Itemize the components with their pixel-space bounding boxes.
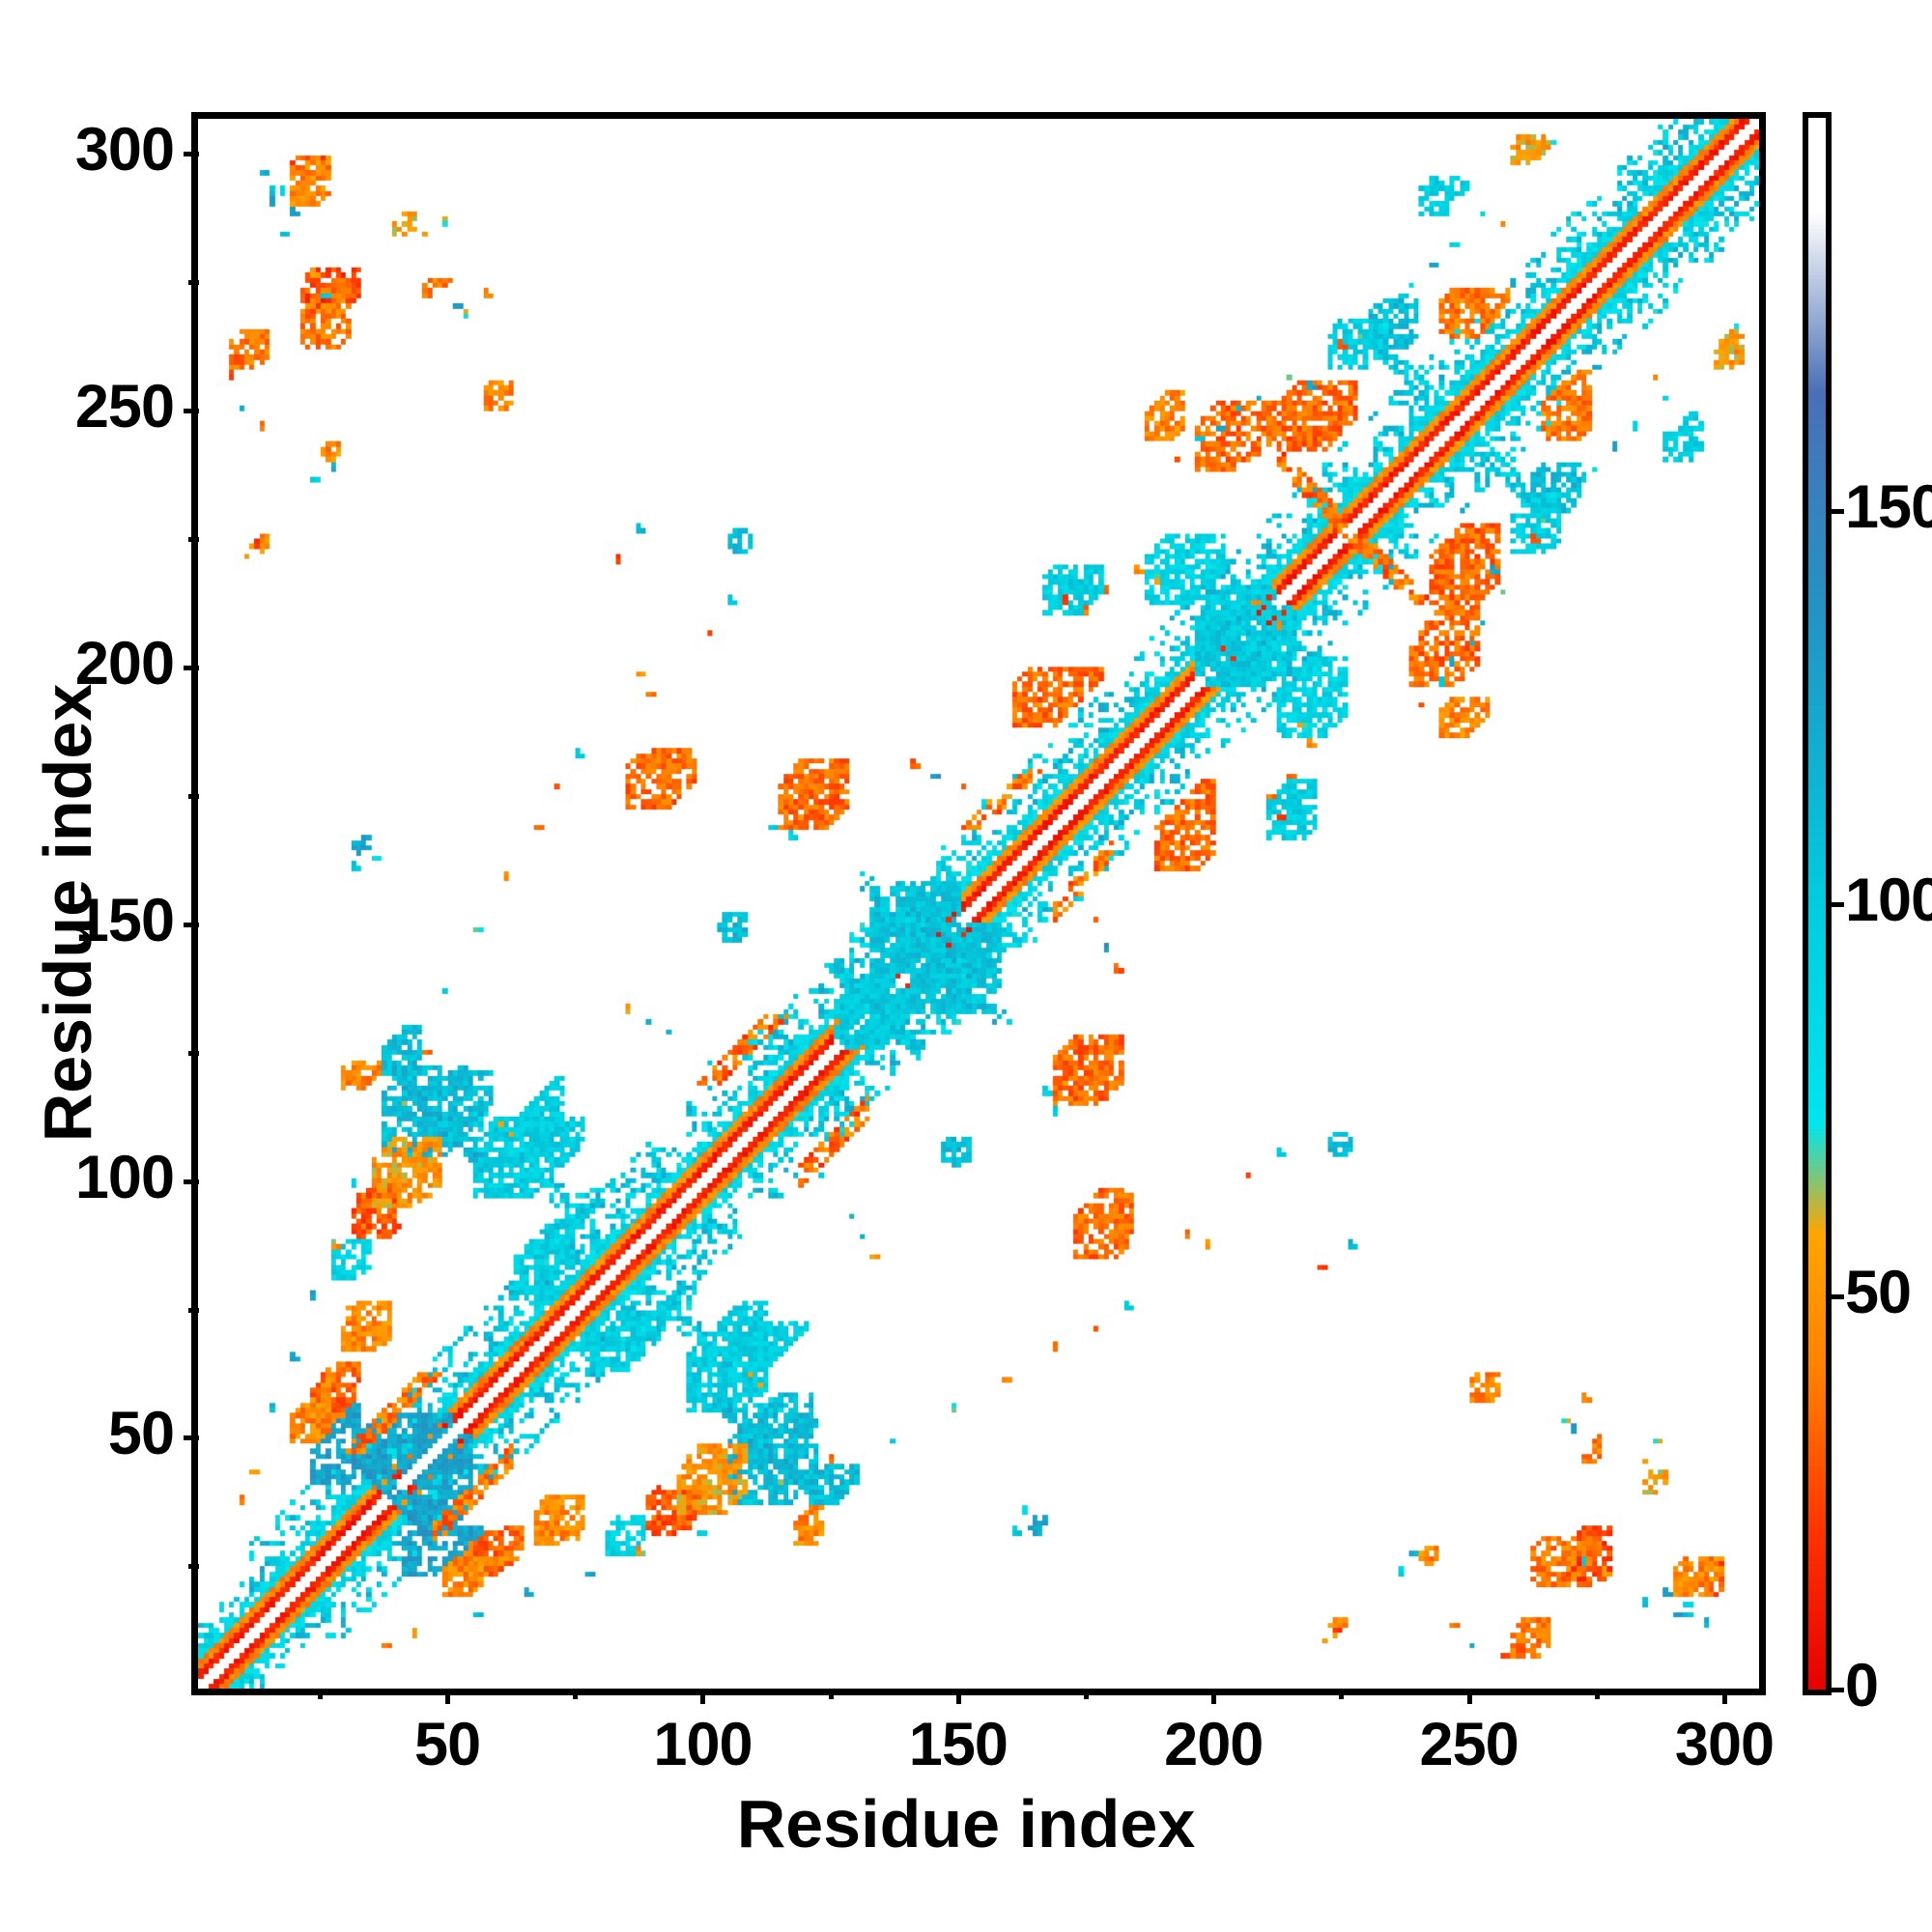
x-minor-tick-75 [573, 1689, 579, 1699]
x-tick-label-200: 200 [1164, 1711, 1264, 1778]
y-tick-150 [184, 922, 199, 927]
colorbar-gradient [1808, 118, 1826, 1690]
x-minor-tick-225 [1339, 1689, 1345, 1699]
y-tick-label-300: 300 [74, 116, 175, 185]
contact-map-plot-area [191, 112, 1766, 1695]
colorbar-tick-150 [1832, 508, 1844, 514]
colorbar-tick-50 [1832, 1294, 1844, 1300]
colorbar-tick-100 [1832, 901, 1844, 907]
colorbar [1803, 112, 1832, 1695]
y-minor-tick-175 [188, 793, 199, 799]
x-minor-tick-275 [1594, 1689, 1600, 1699]
y-minor-tick-75 [188, 1307, 199, 1313]
x-minor-tick-25 [317, 1689, 323, 1699]
y-minor-tick-275 [188, 280, 199, 286]
x-tick-label-100: 100 [653, 1711, 753, 1778]
x-tick-300 [1721, 1689, 1727, 1704]
y-tick-200 [184, 665, 199, 670]
y-tick-label-200: 200 [74, 629, 175, 697]
colorbar-tick-0 [1832, 1688, 1844, 1692]
x-tick-150 [955, 1689, 961, 1704]
x-tick-label-250: 250 [1419, 1711, 1520, 1778]
x-tick-250 [1466, 1689, 1472, 1704]
x-tick-100 [700, 1689, 706, 1704]
x-tick-label-50: 50 [414, 1711, 481, 1778]
y-tick-label-50: 50 [107, 1400, 175, 1468]
y-tick-300 [184, 152, 199, 157]
x-minor-tick-125 [828, 1689, 834, 1699]
y-minor-tick-25 [188, 1564, 199, 1570]
x-axis-title: Residue index [736, 1786, 1196, 1861]
y-tick-250 [184, 409, 199, 414]
x-tick-50 [445, 1689, 451, 1704]
x-tick-label-150: 150 [908, 1711, 1009, 1778]
x-minor-tick-175 [1084, 1689, 1090, 1699]
y-minor-tick-125 [188, 1050, 199, 1056]
contact-map-canvas [198, 119, 1759, 1689]
colorbar-tick-label-100: 100 [1845, 866, 1932, 934]
colorbar-tick-label-0: 0 [1845, 1652, 1879, 1719]
colorbar-tick-label-50: 50 [1845, 1259, 1912, 1327]
x-tick-label-300: 300 [1674, 1711, 1775, 1778]
y-tick-label-150: 150 [74, 886, 175, 954]
y-tick-50 [184, 1435, 199, 1441]
colorbar-tick-label-150: 150 [1845, 472, 1932, 541]
y-minor-tick-225 [188, 536, 199, 542]
y-tick-100 [184, 1179, 199, 1184]
y-axis-title: Residue index [30, 683, 105, 1143]
x-tick-200 [1211, 1689, 1217, 1704]
y-tick-label-100: 100 [74, 1143, 175, 1211]
y-tick-label-250: 250 [74, 373, 175, 441]
